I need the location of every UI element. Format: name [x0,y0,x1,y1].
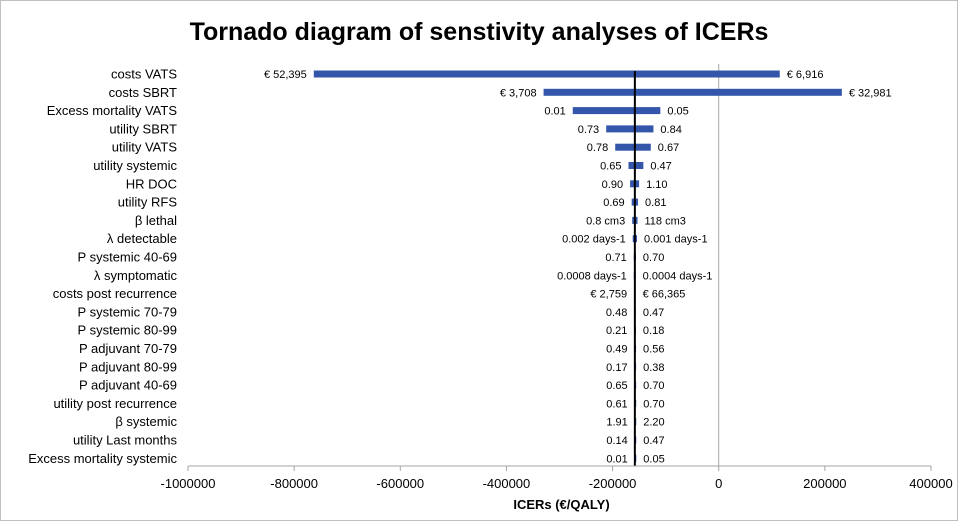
category-label: P systemic 80-99 [78,323,177,338]
x-tick-label: -800000 [270,476,318,491]
high-value-label: 118 cm3 [645,215,686,227]
low-value-label: 0.73 [578,124,599,136]
tornado-bar [543,88,842,96]
low-value-label: 0.48 [606,307,627,319]
x-axis-title: ICERs (€/QALY) [513,497,609,512]
category-label: utility VATS [112,140,178,155]
low-value-label: 0.69 [603,197,624,209]
high-value-label: 0.18 [643,325,664,337]
high-value-label: € 66,365 [643,289,686,301]
low-value-label: 0.17 [606,362,627,374]
low-value-label: 0.8 cm3 [586,215,625,227]
high-value-label: 0.47 [643,307,664,319]
tornado-bar [313,70,780,78]
x-tick-label: -400000 [483,476,531,491]
high-value-label: 0.001 days-1 [644,234,708,246]
tornado-bar [615,143,651,151]
category-label: costs post recurrence [53,286,177,301]
x-tick-label: 400000 [909,476,952,491]
high-value-label: 0.67 [658,142,679,154]
low-value-label: 0.65 [606,380,627,392]
low-value-label: 0.21 [606,325,627,337]
low-value-label: 0.71 [605,252,626,264]
low-value-label: 0.01 [606,453,627,465]
low-value-label: 0.49 [606,344,627,356]
category-label: utility SBRT [109,121,177,136]
chart-title: Tornado diagram of senstivity analyses o… [189,18,769,46]
high-value-label: 0.05 [667,106,688,118]
high-value-label: 0.81 [645,197,666,209]
low-value-label: 0.90 [602,179,623,191]
high-value-label: 1.10 [646,179,667,191]
x-tick-label: -600000 [376,476,424,491]
low-value-label: 1.91 [606,417,627,429]
x-tick-label: 0 [715,476,722,491]
low-value-label: € 2,759 [590,289,627,301]
category-label: Excess mortality systemic [28,451,177,466]
high-value-label: 0.70 [643,398,664,410]
category-label: costs VATS [111,67,177,82]
low-value-label: 0.78 [587,142,608,154]
high-value-label: € 32,981 [849,87,892,99]
low-value-label: € 3,708 [500,87,537,99]
low-value-label: 0.65 [600,161,621,173]
high-value-label: 0.70 [643,380,664,392]
high-value-label: 0.38 [643,362,664,374]
category-label: costs SBRT [109,85,177,100]
high-value-label: € 6,916 [787,69,824,81]
category-label: β lethal [135,213,177,228]
category-label: P adjuvant 40-69 [79,378,177,393]
category-label: β systemic [115,414,177,429]
high-value-label: 2.20 [643,417,664,429]
category-label: P adjuvant 80-99 [79,359,177,374]
category-label: P systemic 40-69 [78,250,177,265]
category-label: HR DOC [126,176,177,191]
low-value-label: 0.0008 days-1 [557,270,627,282]
x-tick-label: -1000000 [161,476,216,491]
category-label: λ symptomatic [94,268,178,283]
low-value-label: 0.61 [606,398,627,410]
x-tick-label: 200000 [803,476,846,491]
category-label: Excess mortality VATS [47,103,178,118]
category-label: utility RFS [118,195,178,210]
tornado-bar [572,107,661,115]
low-value-label: € 52,395 [264,69,307,81]
low-value-label: 0.14 [606,435,627,447]
high-value-label: 0.0004 days-1 [643,270,713,282]
category-label: utility systemic [93,158,177,173]
high-value-label: 0.56 [643,344,664,356]
category-label: utility post recurrence [53,396,177,411]
high-value-label: 0.84 [660,124,681,136]
category-label: λ detectable [107,231,177,246]
low-value-label: 0.01 [544,106,565,118]
tornado-bar [628,162,644,169]
tornado-bar [606,125,654,133]
high-value-label: 0.70 [643,252,664,264]
low-value-label: 0.002 days-1 [562,234,626,246]
category-label: P systemic 70-79 [78,304,177,319]
category-label: P adjuvant 70-79 [79,341,177,356]
high-value-label: 0.05 [643,453,664,465]
x-tick-label: -200000 [589,476,637,491]
category-label: utility Last months [73,433,178,448]
high-value-label: 0.47 [643,435,664,447]
high-value-label: 0.47 [650,161,671,173]
